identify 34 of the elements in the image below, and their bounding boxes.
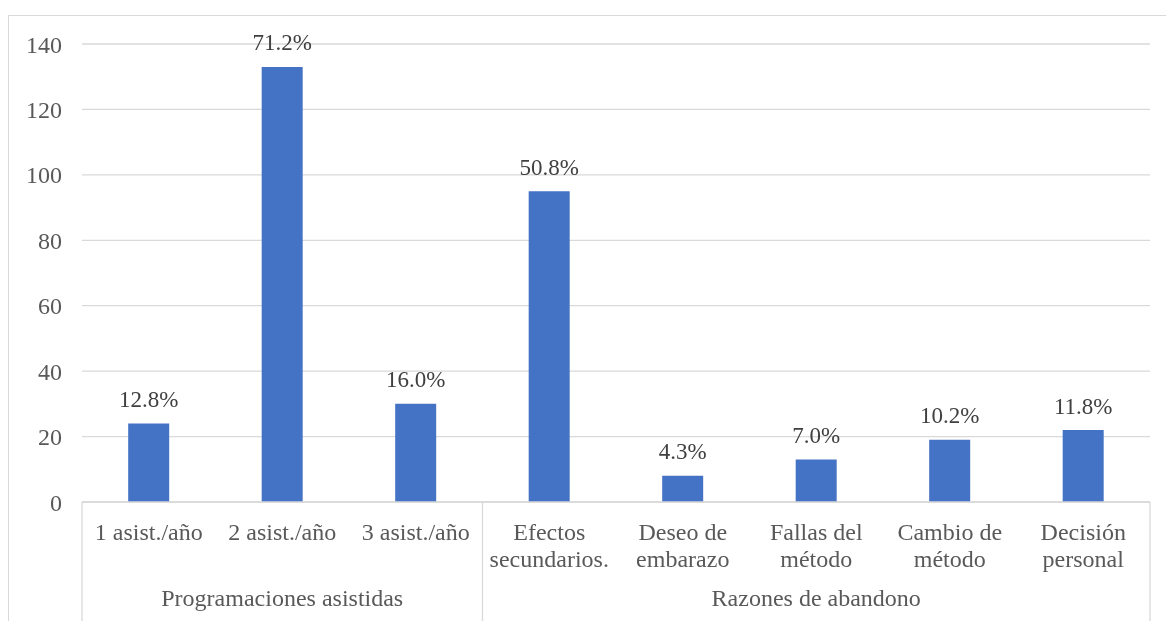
annotation: 7.0%	[792, 422, 841, 448]
y-tick-label: 100	[26, 162, 62, 189]
text: Razones de abandono	[711, 585, 921, 611]
bar	[662, 475, 704, 502]
x-tick-label: 3 asist./año	[361, 518, 470, 545]
bar	[395, 403, 437, 502]
bar	[1062, 430, 1104, 502]
annotation: 12.8%	[119, 386, 179, 412]
x-tick-label: Deseo de embarazo	[636, 518, 730, 572]
bar	[261, 66, 303, 502]
x-tick-label: 2 asist./año	[228, 518, 337, 545]
annotation: 50.8%	[519, 154, 579, 180]
bar	[128, 423, 170, 502]
x-tick-label: 1 asist./año	[94, 518, 203, 545]
x-tick-label: Fallas del método	[769, 518, 863, 572]
annotation: 71.2%	[252, 30, 312, 56]
x-tick-label: Cambio de método	[897, 518, 1003, 572]
bar	[929, 439, 971, 502]
y-tick-label: 40	[38, 358, 62, 385]
annotation: 16.0%	[386, 367, 446, 393]
annotation: 10.2%	[920, 403, 980, 429]
annotation: 4.3%	[658, 439, 707, 465]
bar	[795, 459, 837, 502]
y-tick-label: 20	[38, 424, 62, 451]
annotation: 11.8%	[1053, 393, 1113, 419]
bar	[528, 191, 570, 502]
x-tick-label: Efectos secundarios.	[489, 518, 609, 572]
y-tick-label: 0	[50, 489, 62, 516]
y-tick-label: 140	[26, 31, 62, 58]
y-tick-label: 80	[38, 227, 62, 254]
y-tick-label: 60	[38, 293, 62, 320]
text: Programaciones asistidas	[161, 585, 404, 611]
x-tick-label: Decisión personal	[1040, 518, 1126, 572]
y-tick-label: 120	[26, 96, 62, 123]
